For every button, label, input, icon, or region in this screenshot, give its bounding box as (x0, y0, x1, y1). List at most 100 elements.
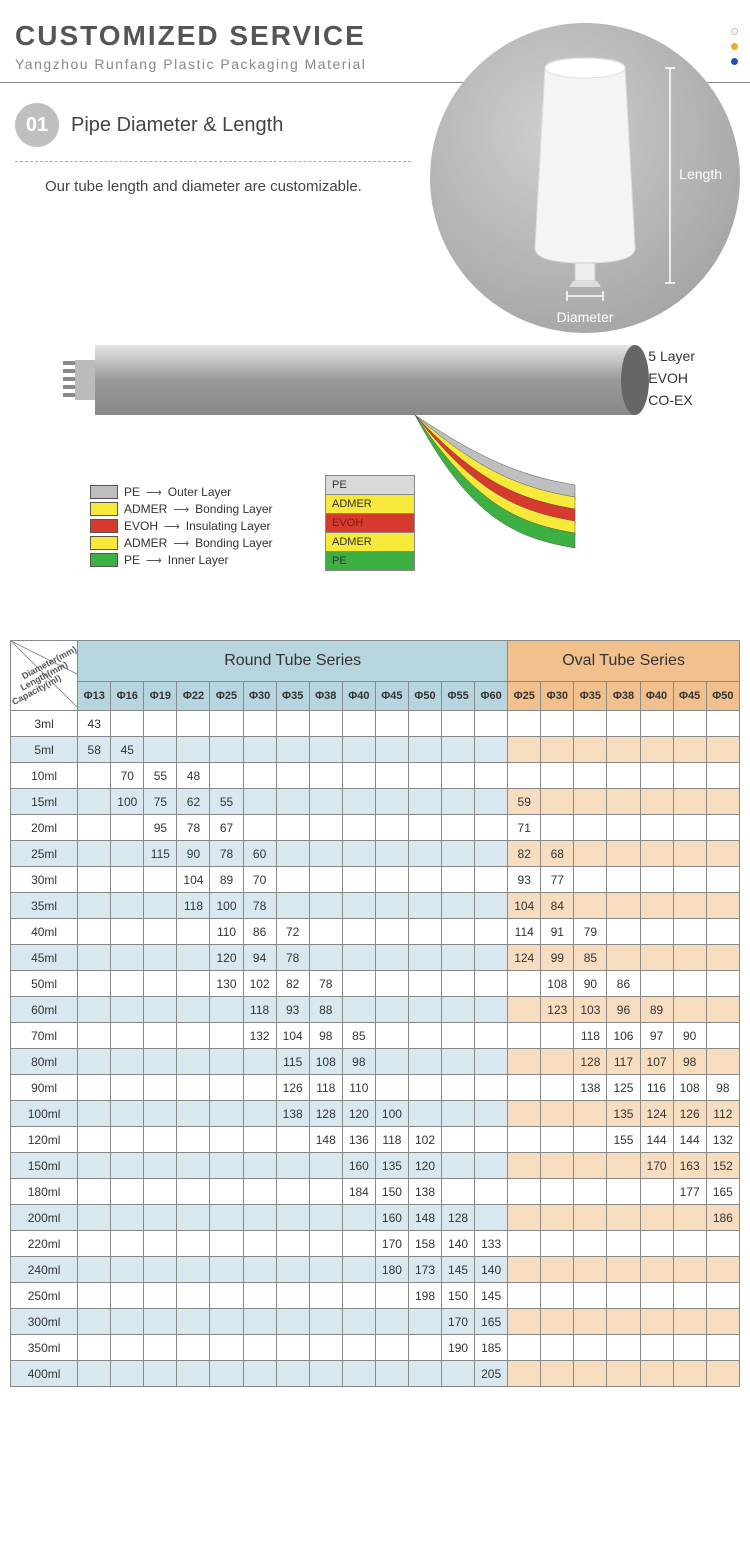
cell (243, 1101, 276, 1127)
cell (342, 997, 375, 1023)
cell (111, 815, 144, 841)
cell (342, 711, 375, 737)
cell (177, 1257, 210, 1283)
cell (309, 1153, 342, 1179)
cell: 128 (574, 1049, 607, 1075)
cell: 104 (177, 867, 210, 893)
cell (243, 1283, 276, 1309)
cell: 135 (375, 1153, 408, 1179)
cell (375, 1335, 408, 1361)
cell (78, 763, 111, 789)
cell (607, 867, 640, 893)
cell: 150 (442, 1283, 475, 1309)
cell (177, 1153, 210, 1179)
cell (78, 1075, 111, 1101)
cell (78, 1231, 111, 1257)
cell (673, 841, 706, 867)
cell (210, 997, 243, 1023)
cell: 148 (408, 1205, 441, 1231)
cell (640, 737, 673, 763)
cell (706, 971, 739, 997)
cell (210, 1049, 243, 1075)
layer-labels-right: 5 Layer EVOH CO-EX (648, 345, 695, 411)
cell: 133 (475, 1231, 508, 1257)
cell: 97 (640, 1023, 673, 1049)
cell: 85 (342, 1023, 375, 1049)
cell (508, 1023, 541, 1049)
cell (309, 1205, 342, 1231)
cell (111, 1335, 144, 1361)
cell (408, 1335, 441, 1361)
cell: 140 (442, 1231, 475, 1257)
cell (78, 1309, 111, 1335)
cell (574, 763, 607, 789)
cell (177, 1335, 210, 1361)
cell (309, 737, 342, 763)
cell (111, 711, 144, 737)
cell (144, 997, 177, 1023)
cell (375, 1075, 408, 1101)
cell (78, 893, 111, 919)
table-row: 400ml205 (11, 1361, 740, 1387)
label-evoh: EVOH (648, 367, 695, 389)
cell (442, 711, 475, 737)
cell (508, 1257, 541, 1283)
cell (607, 763, 640, 789)
cell (574, 867, 607, 893)
cell (640, 789, 673, 815)
cell (442, 841, 475, 867)
row-capacity: 60ml (11, 997, 78, 1023)
cell (243, 763, 276, 789)
cell (342, 1309, 375, 1335)
cell (342, 1283, 375, 1309)
cell (144, 1309, 177, 1335)
cell (177, 1179, 210, 1205)
cell (408, 893, 441, 919)
cell (706, 1049, 739, 1075)
row-capacity: 250ml (11, 1283, 78, 1309)
size-table-wrap: Diameter(mm) Length(mm) Capacity(ml) Rou… (0, 630, 750, 1397)
cell: 78 (210, 841, 243, 867)
cell (243, 1153, 276, 1179)
cell (111, 1205, 144, 1231)
cell: 138 (574, 1075, 607, 1101)
cell (607, 1283, 640, 1309)
cell (111, 971, 144, 997)
cell (144, 1101, 177, 1127)
cell (706, 1361, 739, 1387)
cell (541, 711, 574, 737)
cell (508, 997, 541, 1023)
cell: 70 (111, 763, 144, 789)
cell (607, 945, 640, 971)
cell (342, 815, 375, 841)
cell: 82 (508, 841, 541, 867)
cell (309, 763, 342, 789)
cell: 55 (144, 763, 177, 789)
col-round: Φ30 (243, 681, 276, 710)
cell: 72 (276, 919, 309, 945)
col-round: Φ16 (111, 681, 144, 710)
cell (408, 1101, 441, 1127)
cell (78, 1205, 111, 1231)
cell (342, 971, 375, 997)
cell (78, 971, 111, 997)
cell (541, 1231, 574, 1257)
table-row: 350ml190185 (11, 1335, 740, 1361)
cell (508, 1075, 541, 1101)
cell (342, 1257, 375, 1283)
cell: 115 (276, 1049, 309, 1075)
cell (78, 1283, 111, 1309)
cell (442, 789, 475, 815)
row-capacity: 25ml (11, 841, 78, 867)
cell (541, 1205, 574, 1231)
table-row: 3ml43 (11, 711, 740, 737)
cell: 120 (408, 1153, 441, 1179)
cell (78, 815, 111, 841)
cell (243, 1049, 276, 1075)
cell (210, 1283, 243, 1309)
cell (475, 1205, 508, 1231)
cell (210, 1023, 243, 1049)
row-capacity: 10ml (11, 763, 78, 789)
cell (210, 763, 243, 789)
cell (111, 1075, 144, 1101)
